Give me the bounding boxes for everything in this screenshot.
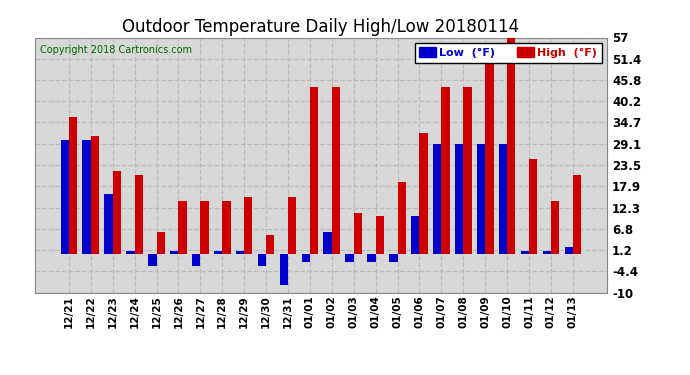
Bar	[542, 251, 551, 255]
Bar	[324, 232, 332, 255]
Bar	[346, 255, 354, 262]
Bar	[104, 194, 112, 255]
Bar	[179, 201, 187, 255]
Bar	[485, 53, 493, 255]
Bar	[82, 140, 91, 255]
Bar	[135, 174, 143, 255]
Bar	[91, 136, 99, 255]
Bar	[302, 255, 310, 262]
Text: Copyright 2018 Cartronics.com: Copyright 2018 Cartronics.com	[40, 45, 193, 55]
Bar	[455, 144, 463, 255]
Bar	[258, 255, 266, 266]
Bar	[564, 247, 573, 255]
Bar	[310, 87, 318, 255]
Bar	[442, 87, 450, 255]
Bar	[420, 133, 428, 255]
Bar	[463, 87, 471, 255]
Bar	[222, 201, 230, 255]
Bar	[375, 216, 384, 255]
Bar	[279, 255, 288, 285]
Bar	[112, 171, 121, 255]
Bar	[214, 251, 222, 255]
Bar	[332, 87, 340, 255]
Bar	[499, 144, 507, 255]
Bar	[529, 159, 538, 255]
Bar	[354, 213, 362, 255]
Bar	[192, 255, 200, 266]
Bar	[170, 251, 179, 255]
Legend: Low  (°F), High  (°F): Low (°F), High (°F)	[415, 43, 602, 63]
Bar	[477, 144, 485, 255]
Bar	[266, 236, 275, 255]
Bar	[200, 201, 208, 255]
Bar	[433, 144, 442, 255]
Bar	[148, 255, 157, 266]
Bar	[367, 255, 375, 262]
Bar	[236, 251, 244, 255]
Bar	[507, 38, 515, 255]
Bar	[288, 197, 296, 255]
Bar	[126, 251, 135, 255]
Title: Outdoor Temperature Daily High/Low 20180114: Outdoor Temperature Daily High/Low 20180…	[122, 18, 520, 36]
Bar	[551, 201, 560, 255]
Bar	[61, 140, 69, 255]
Bar	[573, 174, 581, 255]
Bar	[389, 255, 397, 262]
Bar	[244, 197, 253, 255]
Bar	[69, 117, 77, 255]
Bar	[157, 232, 165, 255]
Bar	[397, 182, 406, 255]
Bar	[521, 251, 529, 255]
Bar	[411, 216, 420, 255]
